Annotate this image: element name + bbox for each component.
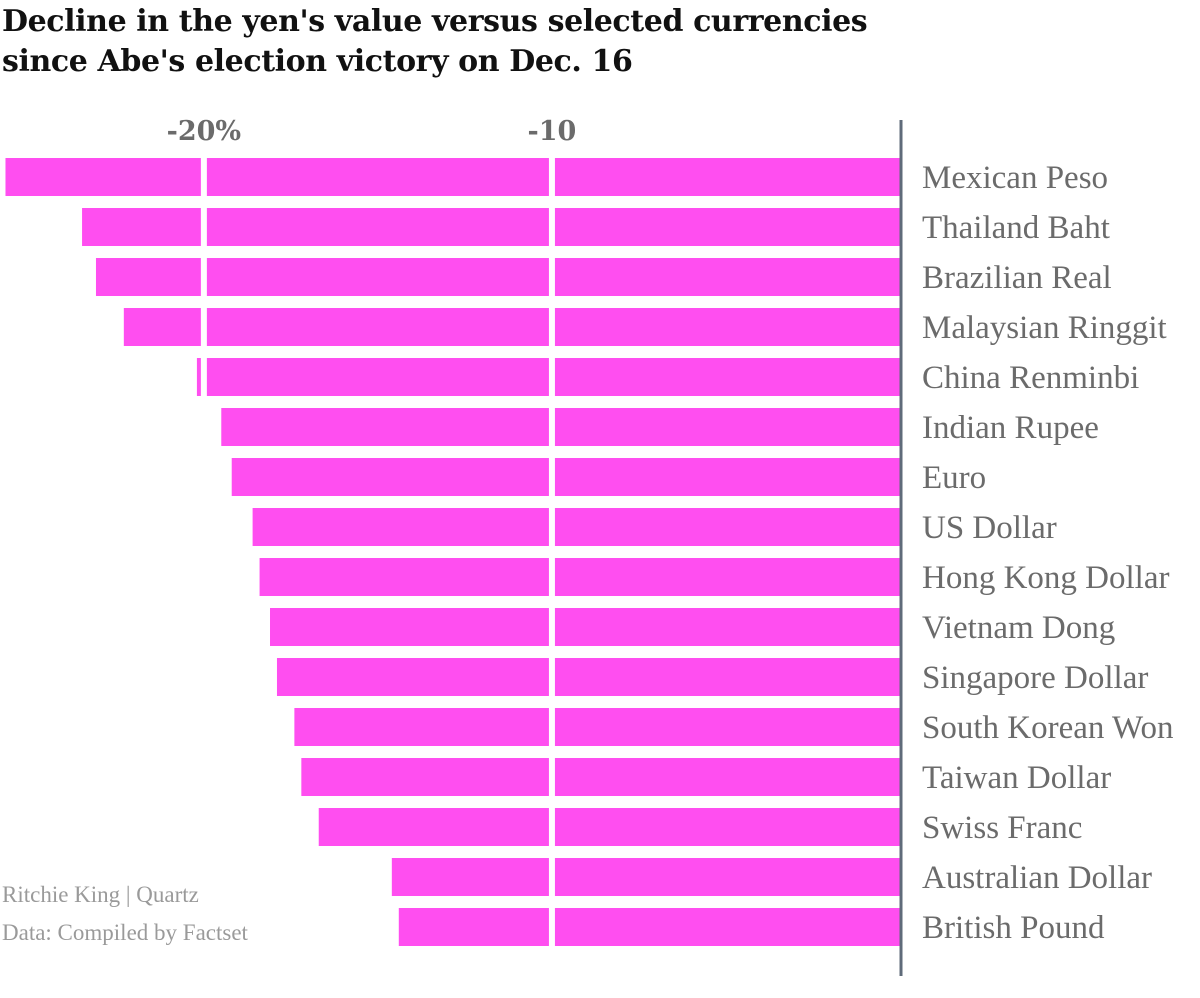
bars-group	[5, 158, 901, 946]
bar-brazilian-real	[95, 258, 900, 296]
category-label: Taiwan Dollar	[922, 760, 1111, 796]
category-label: Vietnam Dong	[922, 610, 1115, 646]
category-label: Thailand Baht	[922, 210, 1110, 246]
category-label: Malaysian Ringgit	[922, 310, 1167, 346]
bar-us-dollar	[252, 508, 901, 546]
category-label: Australian Dollar	[922, 860, 1152, 896]
bar-malaysian-ringgit	[123, 308, 900, 346]
x-tick-label: -20%	[167, 116, 241, 147]
bar-swiss-franc	[318, 808, 900, 846]
bar-singapore-dollar	[276, 658, 900, 696]
bar-hong-kong-dollar	[259, 558, 900, 596]
bar-vietnam-dong	[270, 608, 900, 646]
bar-mexican-peso	[5, 158, 901, 196]
category-label: British Pound	[922, 910, 1105, 946]
bar-australian-dollar	[391, 858, 900, 896]
author-credit: Ritchie King | Quartz	[2, 882, 199, 907]
x-tick-label: -10	[528, 116, 577, 147]
bar-taiwan-dollar	[301, 758, 900, 796]
bar-euro	[231, 458, 900, 496]
bar-china-renminbi	[196, 358, 900, 396]
bar-british-pound	[398, 908, 900, 946]
source-credit: Data: Compiled by Factset	[2, 920, 248, 945]
category-labels-group: Mexican Peso Thailand Baht Brazilian Real M…	[922, 160, 1174, 946]
chart-title-line-1: Decline in the yen's value versus select…	[2, 4, 868, 39]
category-label: Swiss Franc	[922, 810, 1082, 846]
category-label: Indian Rupee	[922, 410, 1099, 446]
chart-title-line-2: since Abe's election victory on Dec. 16	[2, 44, 633, 79]
category-label: US Dollar	[922, 510, 1057, 546]
tick-labels-group: -20% -10	[167, 116, 577, 147]
category-label: Singapore Dollar	[922, 660, 1148, 696]
category-label: Hong Kong Dollar	[922, 560, 1169, 596]
category-label: South Korean Won	[922, 710, 1174, 746]
gridline	[548, 150, 555, 950]
bar-south-korean-won	[294, 708, 901, 746]
category-label: Euro	[922, 460, 986, 496]
gridlines-group	[200, 150, 555, 950]
category-label: Mexican Peso	[922, 160, 1108, 196]
bar-thailand-baht	[82, 208, 900, 246]
chart-title: Decline in the yen's value versus select…	[2, 2, 868, 82]
category-label: China Renminbi	[922, 360, 1139, 396]
gridline	[200, 150, 207, 950]
bar-indian-rupee	[221, 408, 901, 446]
category-label: Brazilian Real	[922, 260, 1112, 296]
